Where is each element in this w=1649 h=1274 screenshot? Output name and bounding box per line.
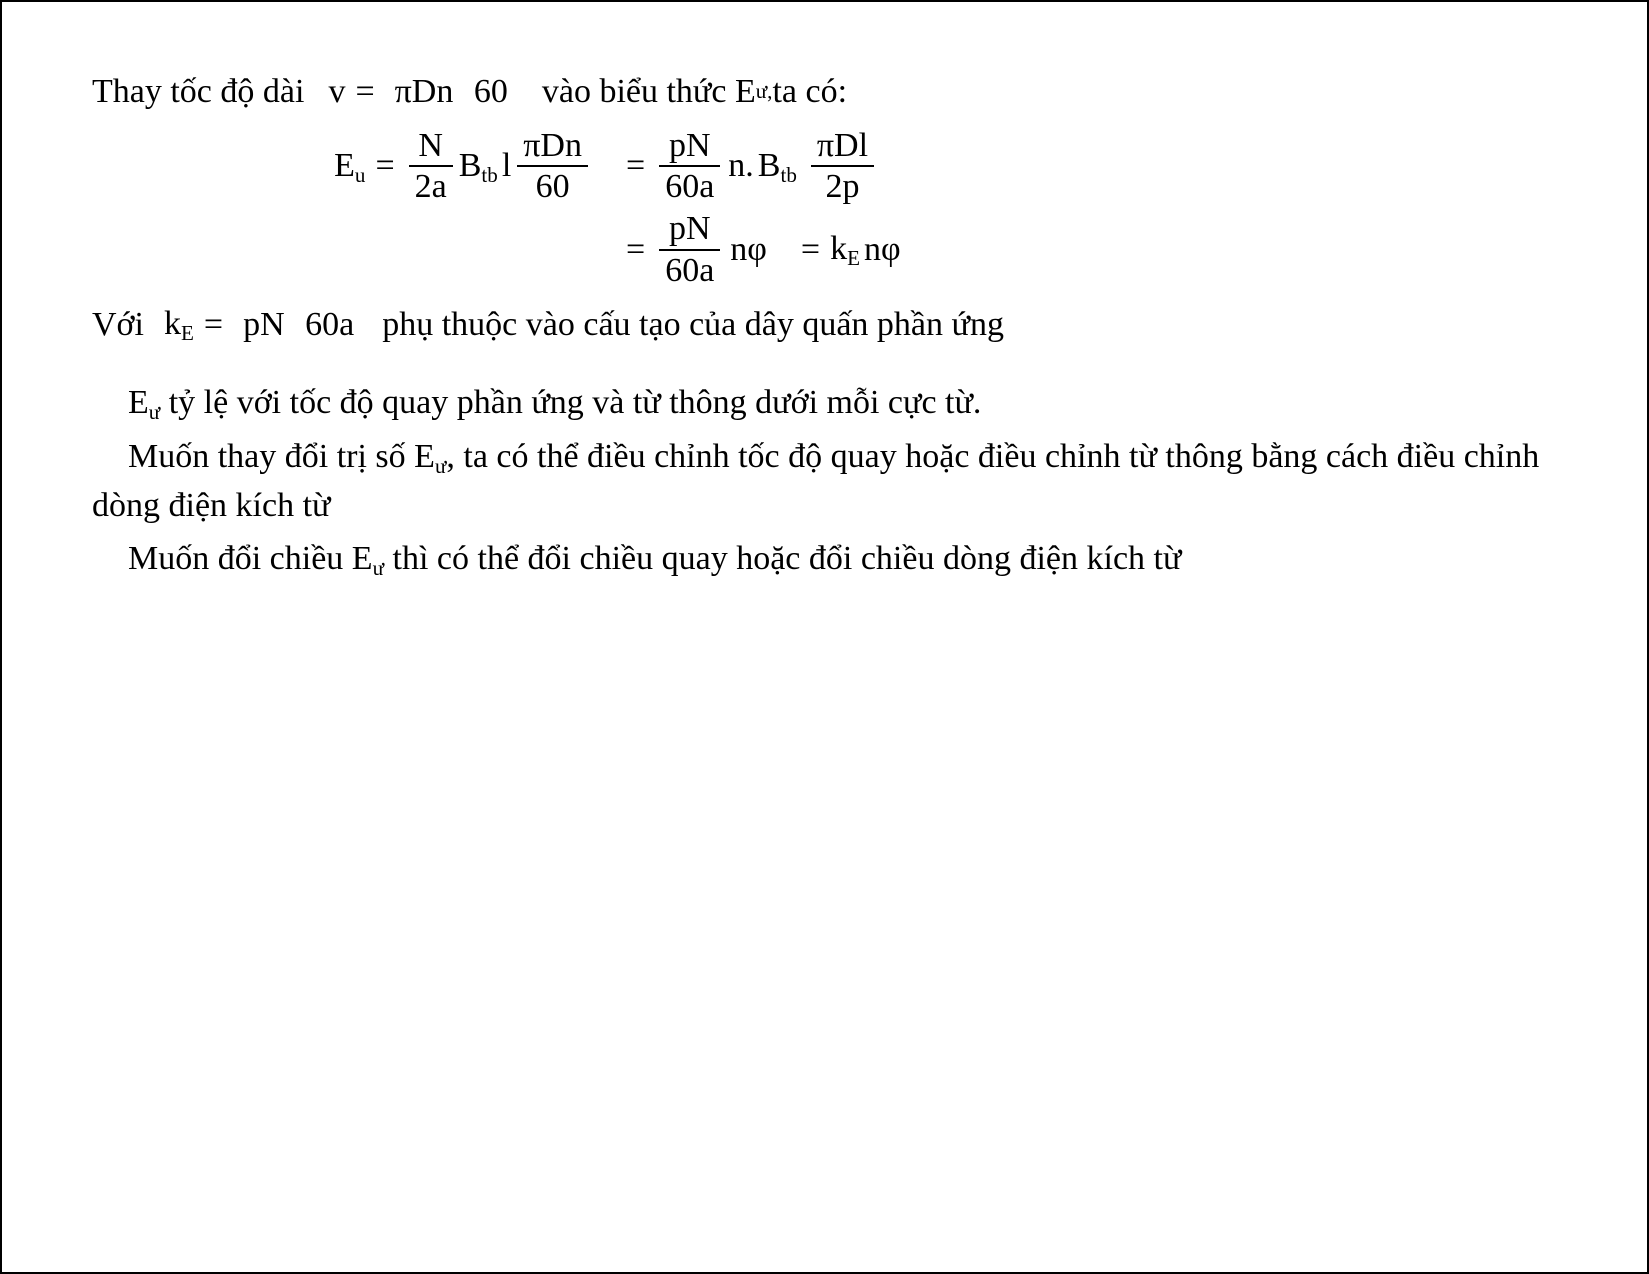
p3-a: Muốn đổi chiều E: [128, 540, 373, 577]
var-Eu: Eu: [334, 142, 365, 190]
var-E: E: [334, 147, 355, 184]
p1-E-sub: ư: [149, 400, 160, 424]
text-post-tail: ta có:: [772, 68, 847, 116]
equals-1: =: [375, 142, 394, 190]
p1-text: tỷ lệ với tốc độ quay phần ứng và từ thô…: [160, 384, 981, 421]
text-pre: Thay tốc độ dài: [92, 68, 304, 116]
p2-a-sub: ư: [435, 454, 446, 478]
text-post-a: vào biểu thức E: [542, 68, 756, 116]
equals: =: [355, 68, 374, 116]
p2-a: Muốn thay đổi trị số E: [128, 438, 435, 475]
text-post-sub: ư,: [756, 77, 773, 107]
var-kE-2: kE: [164, 300, 194, 348]
equals-4: =: [801, 226, 820, 274]
frac-pidn-over-60: πDn 60: [389, 74, 514, 110]
line-kE-def: Với kE = pN 60a phụ thuộc vào cấu tạo củ…: [92, 300, 1577, 348]
equals-3: =: [626, 226, 645, 274]
text-voi: Với: [92, 301, 144, 349]
frac-pN-60a-2: pN 60a: [659, 211, 720, 288]
var-nphi: nφ: [730, 226, 767, 274]
equation-row-1: Eu = N 2a Btb l πDn 60 =: [92, 128, 1577, 205]
line-substitute-v: Thay tốc độ dài v = πDn 60 vào biểu thức…: [92, 68, 1577, 116]
equals-kE: =: [204, 301, 223, 349]
text-kE-post: phụ thuộc vào cấu tạo của dây quấn phần …: [382, 301, 1004, 349]
equation-block: Eu = N 2a Btb l πDn 60 =: [92, 128, 1577, 289]
eq-lhs-and-first-term: Eu = N 2a Btb l πDn 60: [92, 128, 592, 205]
formula-kE: kE = pN 60a: [164, 300, 364, 348]
var-Btb-2: Btb: [758, 142, 797, 190]
frac-piDl-2p: πDl 2p: [811, 128, 874, 205]
p3-b: thì có thể đổi chiều quay hoặc đổi chiều…: [384, 540, 1181, 577]
frac-piDn-60: πDn 60: [517, 128, 588, 205]
var-E-sub: u: [355, 163, 366, 187]
frac-pN-60a: pN 60a: [659, 128, 720, 205]
frac-num: πDn: [389, 73, 460, 110]
formula-v: v = πDn 60: [328, 68, 517, 116]
frac-N-2a: N 2a: [409, 128, 453, 205]
var-v: v: [328, 68, 345, 116]
p3-a-sub: ư: [373, 556, 384, 580]
body-p2: Muốn thay đổi trị số Eư, ta có thể điều …: [92, 433, 1577, 529]
body-p1: Eư tỷ lệ với tốc độ quay phần ứng và từ …: [92, 379, 1577, 427]
equation-row-2: = pN 60a nφ = kE nφ: [92, 211, 1577, 288]
var-n-dot: n.: [728, 142, 754, 190]
body-p3: Muốn đổi chiều Eư thì có thể đổi chiều q…: [92, 535, 1577, 583]
var-nphi-2: nφ: [864, 226, 901, 274]
var-Btb: Btb: [459, 142, 498, 190]
var-kE: kE: [830, 225, 860, 273]
frac-den: 60: [468, 73, 514, 110]
var-l: l: [502, 142, 511, 190]
text-post: vào biểu thức Eư, ta có:: [542, 68, 847, 116]
frac-pN-60a-3: pN 60a: [237, 307, 360, 343]
page: Thay tốc độ dài v = πDn 60 vào biểu thức…: [0, 0, 1649, 1274]
p1-E: E: [128, 384, 149, 421]
equals-2: =: [626, 142, 645, 190]
